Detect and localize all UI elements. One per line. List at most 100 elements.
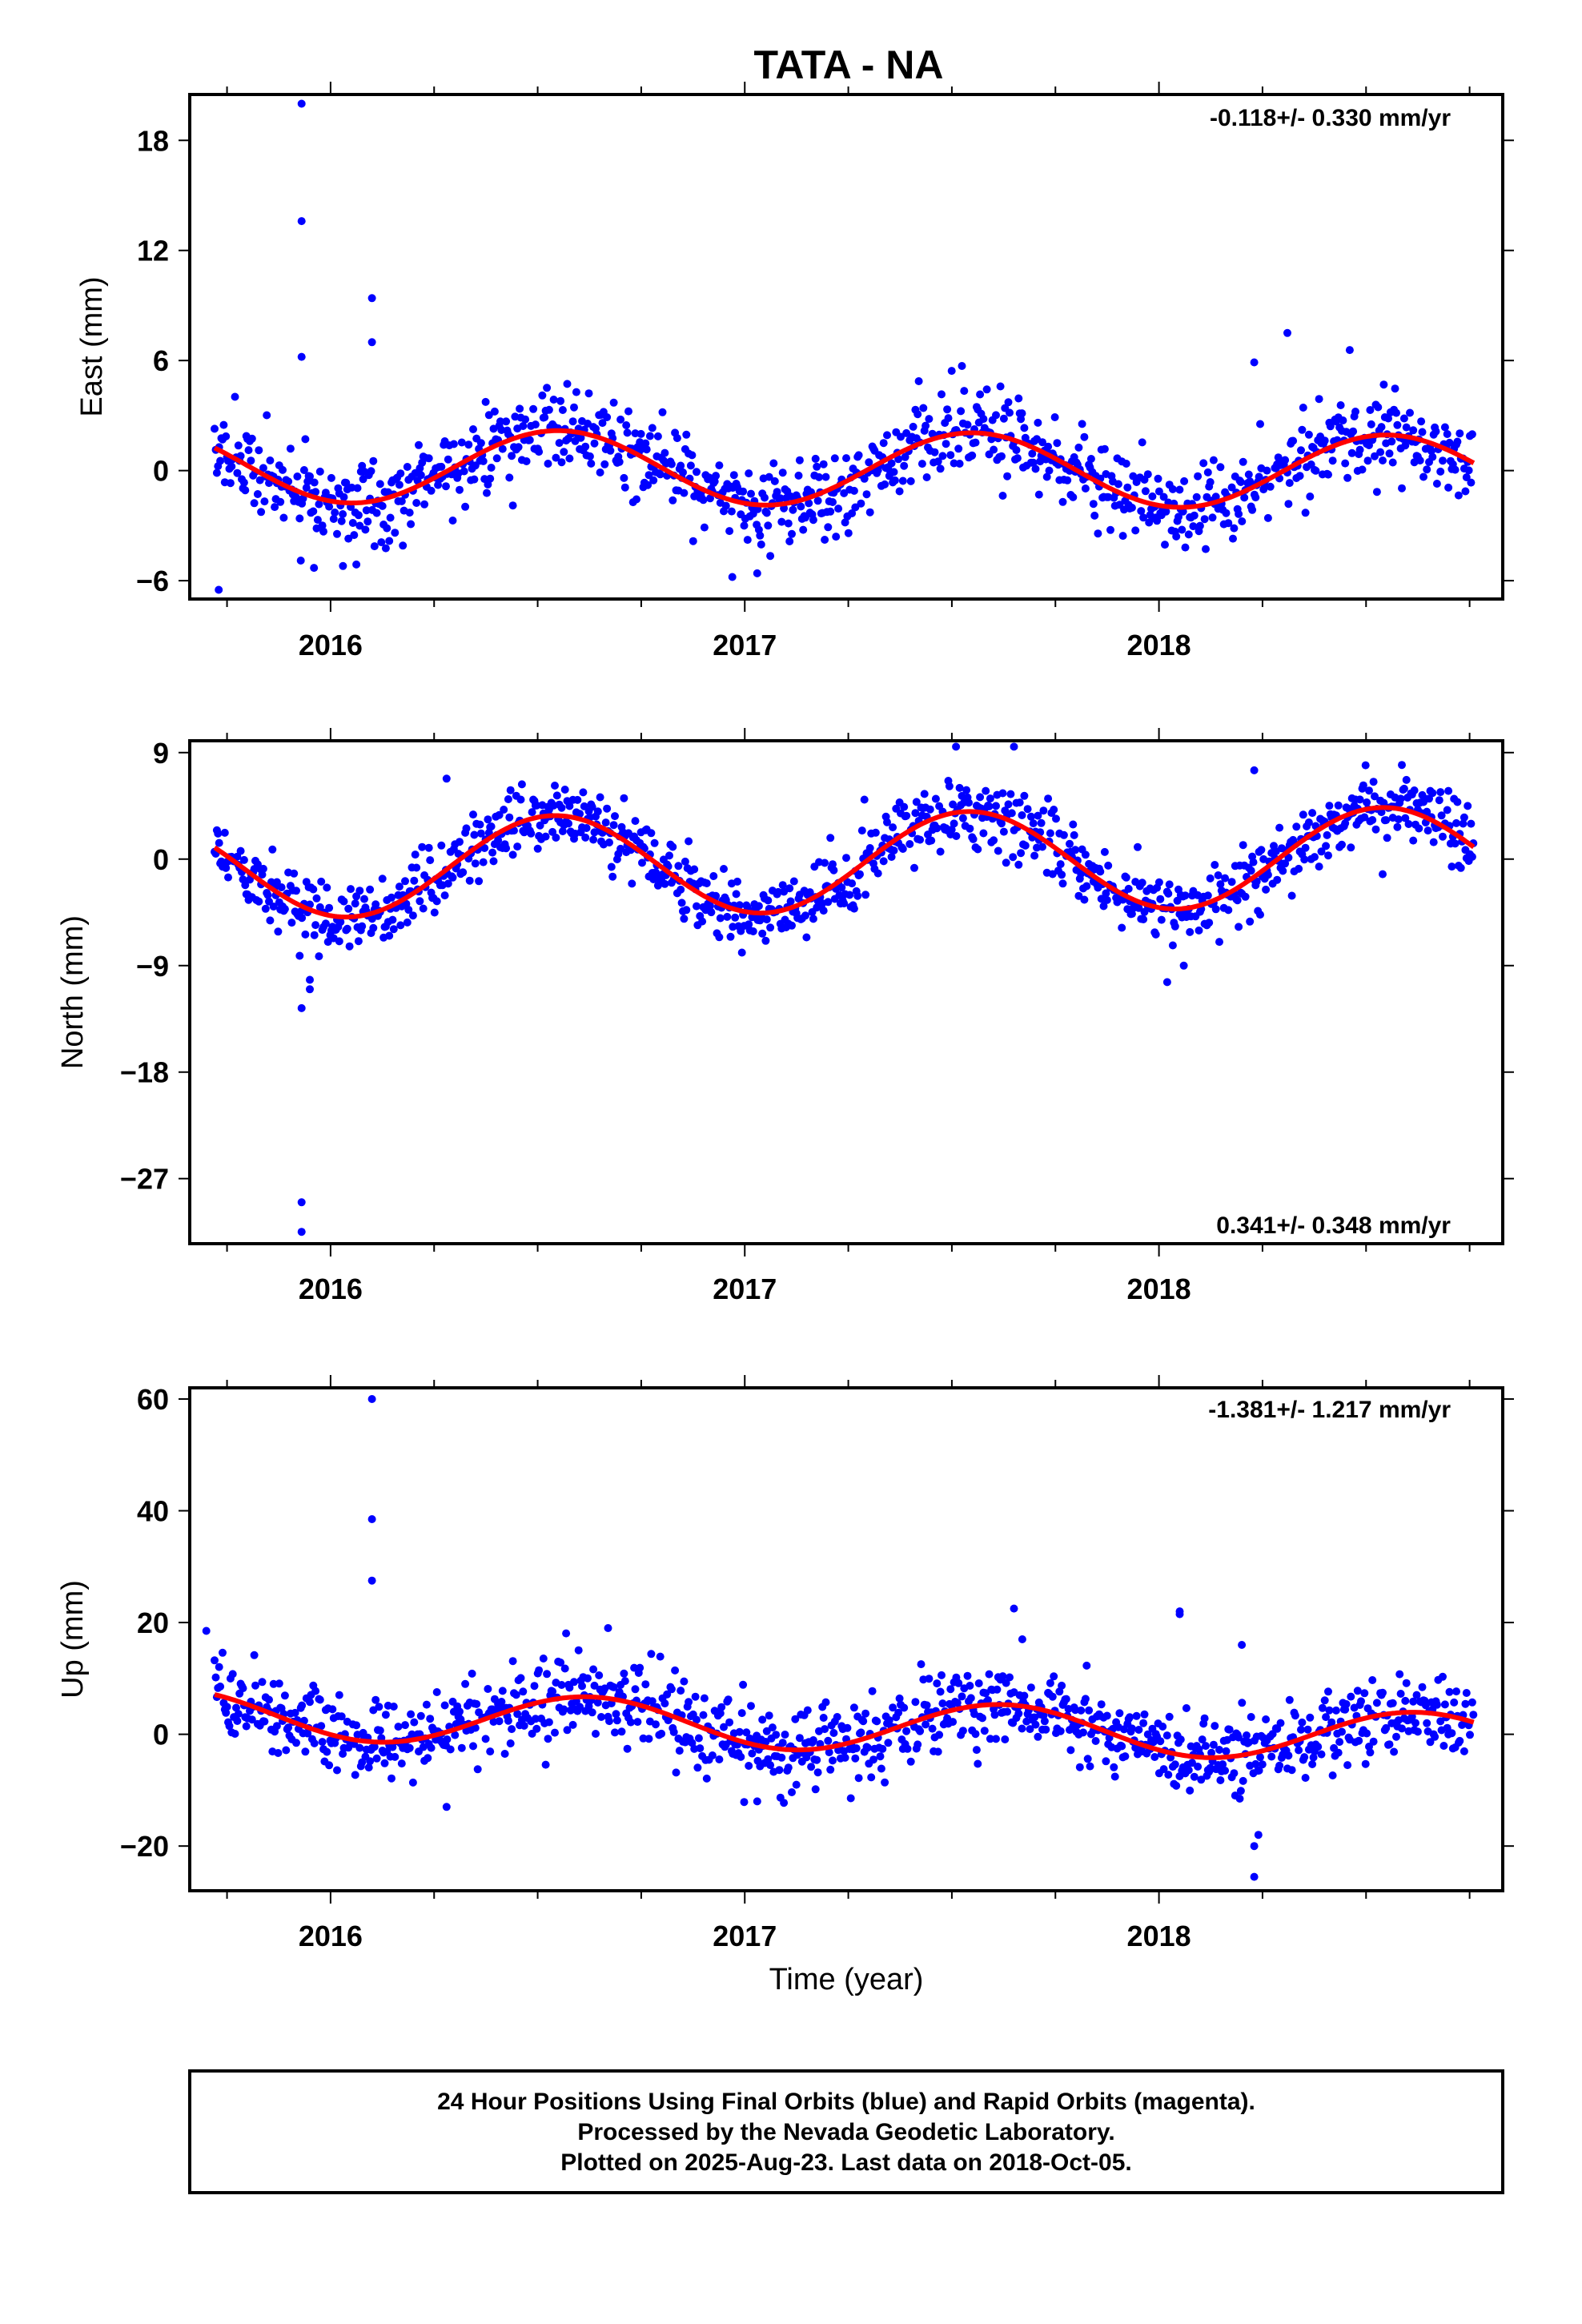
north-ytick-label: 0	[153, 843, 169, 876]
data-point	[1230, 524, 1239, 533]
data-point	[1262, 1715, 1271, 1723]
data-point	[986, 794, 994, 803]
data-point	[992, 1735, 1000, 1743]
data-point	[758, 929, 767, 938]
data-point	[492, 454, 501, 463]
data-point	[859, 1717, 868, 1726]
data-point	[353, 484, 362, 493]
data-point	[286, 444, 295, 453]
data-point	[762, 915, 771, 924]
data-point	[1435, 796, 1443, 805]
data-point	[861, 1709, 870, 1718]
data-point	[766, 552, 775, 561]
data-point	[854, 1774, 863, 1783]
data-point	[1141, 487, 1150, 496]
data-point	[1247, 1713, 1255, 1721]
data-point	[620, 1669, 628, 1678]
data-point	[968, 451, 977, 460]
data-point	[528, 808, 536, 817]
data-point	[1415, 456, 1424, 464]
data-point	[530, 1682, 539, 1691]
data-point	[628, 879, 636, 888]
data-point	[761, 936, 770, 945]
data-point	[1031, 1720, 1040, 1729]
data-point	[829, 866, 838, 875]
data-point	[873, 1717, 881, 1726]
east-ytick-label: 18	[137, 124, 169, 157]
data-point	[584, 389, 593, 398]
data-point	[215, 1663, 223, 1671]
data-point	[1304, 818, 1313, 826]
data-point	[725, 527, 734, 536]
data-point	[422, 1700, 431, 1709]
outlier-point	[367, 338, 376, 347]
data-point	[761, 493, 769, 502]
data-point	[1315, 862, 1323, 871]
data-point	[1249, 858, 1258, 866]
data-point	[510, 826, 518, 835]
data-point	[1379, 456, 1387, 464]
data-point	[343, 924, 351, 933]
data-point	[912, 798, 921, 806]
data-point	[351, 1771, 359, 1779]
data-point	[557, 458, 566, 467]
data-point	[239, 478, 248, 487]
data-point	[500, 1750, 509, 1758]
data-point	[295, 514, 304, 523]
data-point	[691, 1692, 700, 1701]
data-point	[593, 807, 602, 816]
data-point	[680, 489, 689, 497]
data-point	[231, 392, 239, 401]
data-point	[1006, 1673, 1014, 1682]
data-point	[389, 925, 398, 934]
data-point	[733, 877, 741, 886]
data-point	[1469, 1711, 1478, 1719]
data-point	[459, 868, 468, 877]
data-point	[1450, 1698, 1459, 1707]
data-point	[1453, 798, 1462, 806]
outlier-point	[1018, 1635, 1026, 1643]
outlier-point	[442, 774, 451, 783]
data-point	[1309, 1753, 1318, 1762]
data-point	[934, 457, 942, 466]
data-point	[1291, 1711, 1299, 1720]
data-point	[1393, 822, 1402, 831]
data-point	[551, 782, 559, 790]
data-point	[1301, 1774, 1310, 1782]
data-point	[560, 1705, 568, 1714]
data-point	[661, 1699, 669, 1708]
data-point	[595, 1671, 604, 1679]
data-point	[461, 502, 470, 511]
data-point	[1209, 456, 1218, 464]
data-point	[788, 921, 796, 930]
data-point	[325, 502, 334, 511]
data-point	[623, 1744, 632, 1753]
data-point	[632, 495, 640, 504]
data-point	[388, 1743, 397, 1751]
data-point	[1100, 444, 1109, 453]
data-point	[947, 826, 956, 834]
data-point	[1013, 454, 1022, 463]
data-point	[993, 1685, 1002, 1694]
data-point	[992, 411, 1000, 420]
data-point	[257, 508, 266, 517]
data-point	[756, 531, 765, 540]
data-point	[726, 932, 735, 941]
data-point	[1162, 507, 1170, 516]
data-point	[276, 497, 285, 506]
data-point	[473, 1765, 482, 1774]
data-point	[1099, 902, 1108, 911]
data-point	[943, 405, 952, 414]
data-point	[865, 844, 874, 852]
data-point	[857, 1728, 865, 1737]
data-point	[1238, 1699, 1247, 1707]
data-point	[1029, 458, 1038, 467]
data-point	[1246, 917, 1255, 926]
data-point	[794, 471, 803, 480]
data-point	[876, 1752, 885, 1761]
data-point	[630, 1663, 639, 1672]
data-point	[1138, 438, 1146, 447]
data-point	[1157, 915, 1166, 924]
data-point	[582, 824, 591, 832]
data-point	[476, 439, 485, 448]
